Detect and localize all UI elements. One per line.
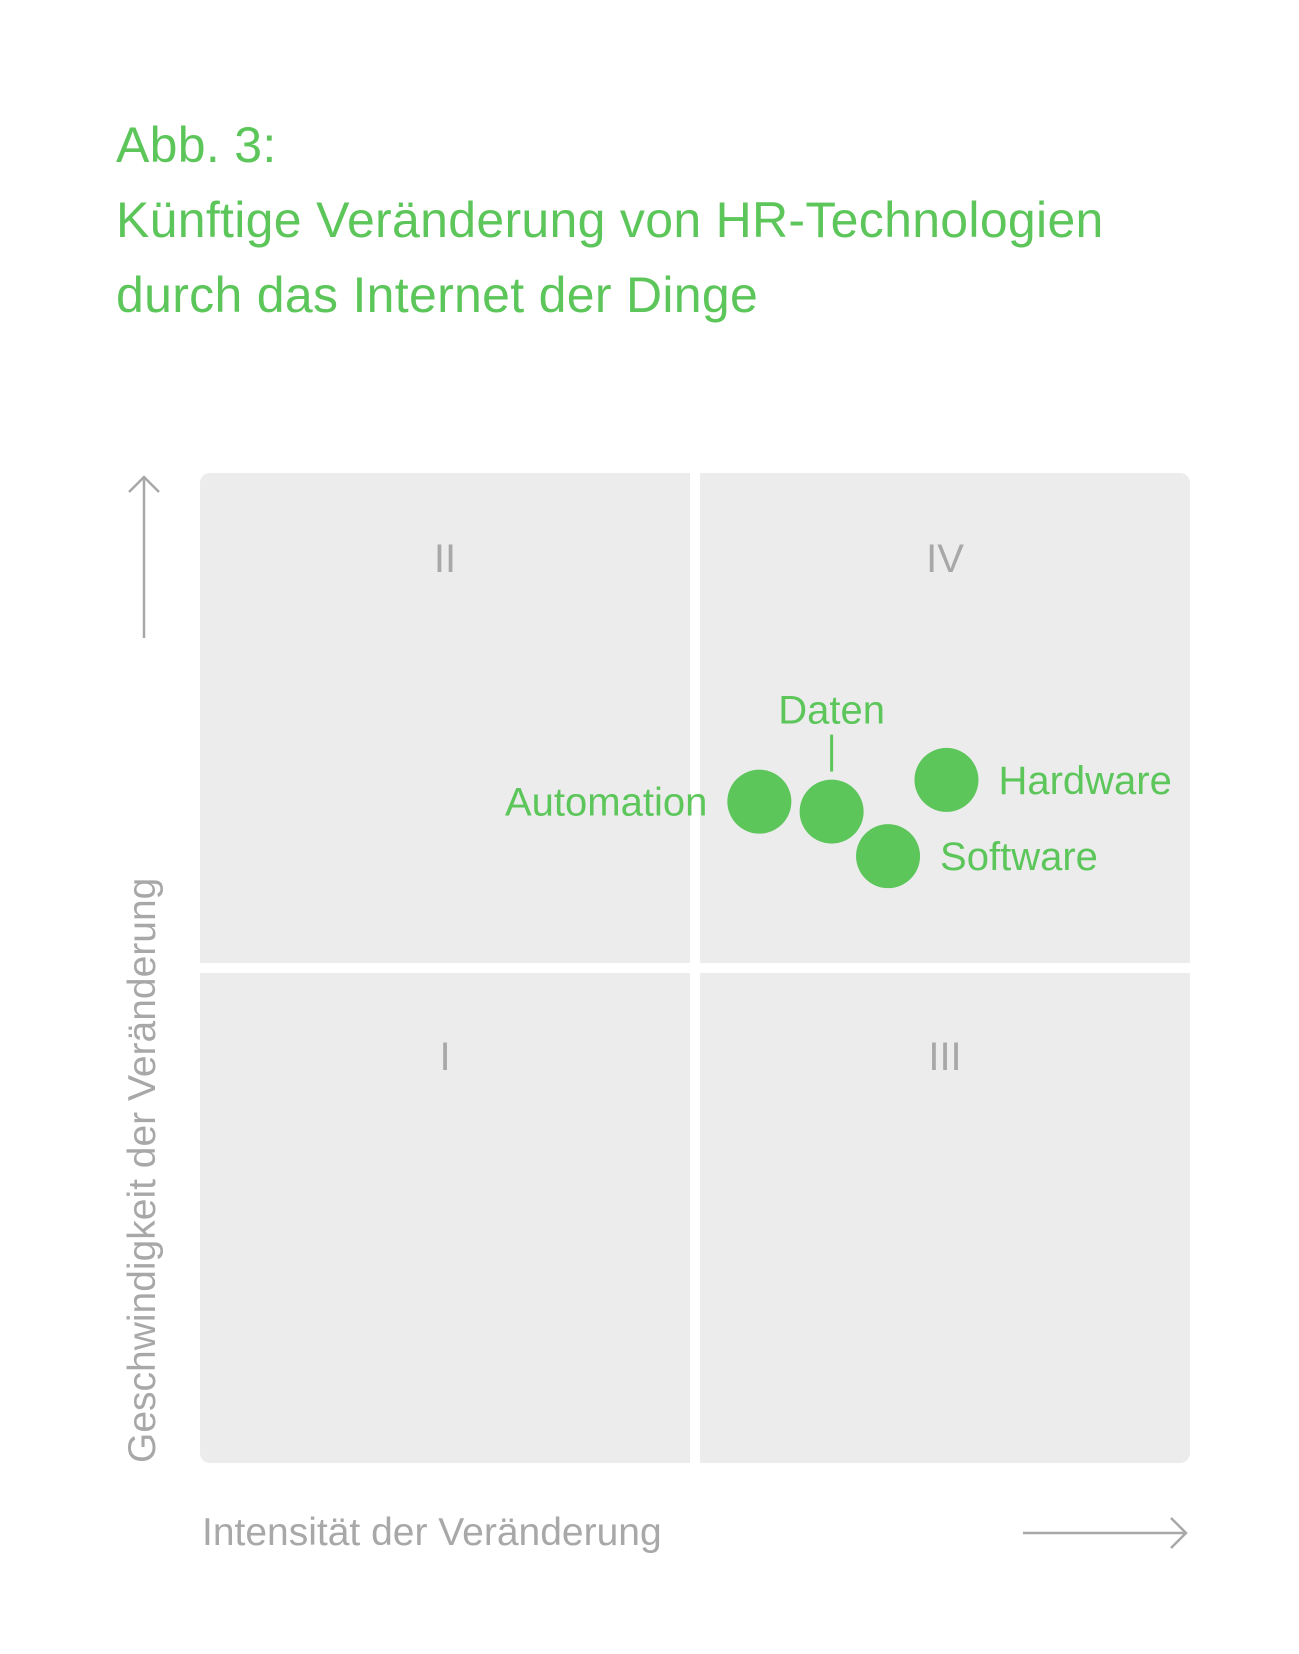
point-automation xyxy=(727,769,792,834)
point-label-software: Software xyxy=(940,835,1098,879)
quadrant-panel-II xyxy=(200,473,690,963)
quadrant-label-III: III xyxy=(928,1035,961,1079)
quadrant-label-I: I xyxy=(439,1035,450,1079)
quadrant-panel-III xyxy=(700,973,1190,1463)
x-axis-arrow xyxy=(1023,1517,1188,1549)
point-daten xyxy=(799,779,864,844)
point-label-automation: Automation xyxy=(505,781,707,825)
y-axis-label: Geschwindigkeit der Veränderung xyxy=(121,878,164,1463)
quadrant-panel-I xyxy=(200,973,690,1463)
quadrant-label-II: II xyxy=(434,537,456,581)
point-label-hardware: Hardware xyxy=(998,759,1171,803)
quadrant-label-IV: IV xyxy=(926,537,964,581)
y-axis-arrow xyxy=(128,475,160,638)
point-hardware xyxy=(914,747,979,812)
data-points: Automation Daten Software Hardware xyxy=(505,689,1172,889)
point-label-daten: Daten xyxy=(778,689,885,733)
point-software xyxy=(856,824,921,889)
title-line-1: Künftige Veränderung von HR-Technologien xyxy=(116,192,1104,248)
figure-label: Abb. 3: xyxy=(116,117,277,173)
chart-title: Abb. 3: Künftige Veränderung von HR-Tech… xyxy=(116,108,1104,333)
title-line-2: durch das Internet der Dinge xyxy=(116,267,759,323)
x-axis-label: Intensität der Veränderung xyxy=(202,1511,662,1554)
